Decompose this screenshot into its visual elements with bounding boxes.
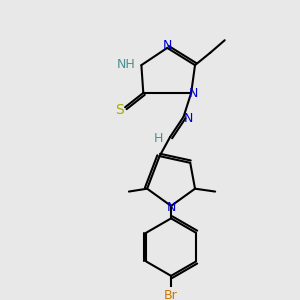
Text: N: N xyxy=(167,201,176,214)
Text: N: N xyxy=(184,112,193,125)
Text: NH: NH xyxy=(117,58,136,71)
Text: N: N xyxy=(163,40,172,52)
Text: N: N xyxy=(188,87,198,101)
Text: H: H xyxy=(154,132,163,146)
Text: Br: Br xyxy=(164,289,178,300)
Text: S: S xyxy=(115,103,124,117)
